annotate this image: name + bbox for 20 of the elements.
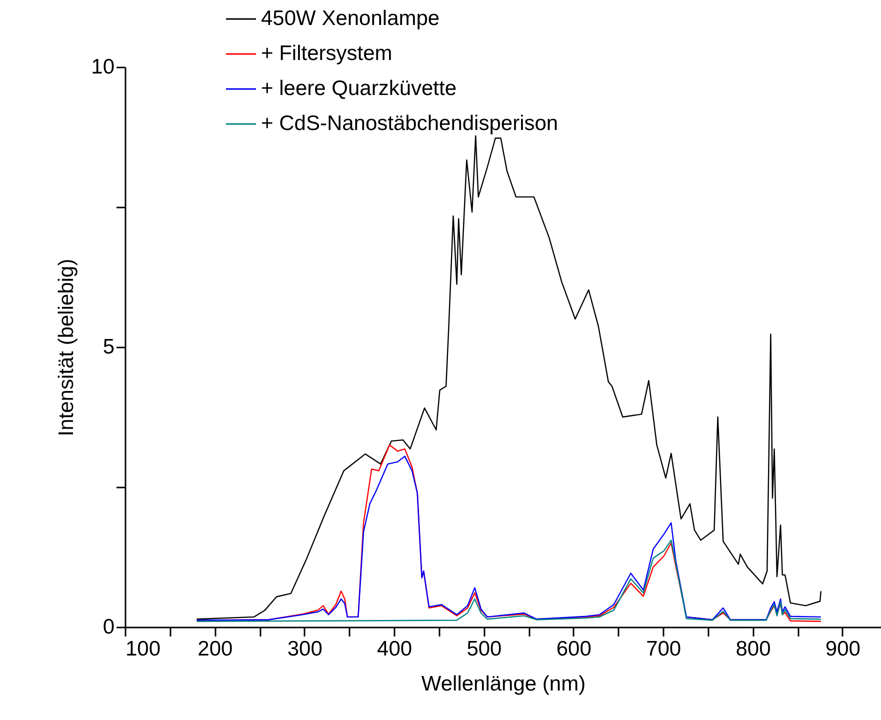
y-axis-title: Intensität (beliebig) [55, 258, 78, 436]
x-tick-label: 800 [736, 638, 771, 660]
legend-label: + CdS-Nanostäbchendisperison [261, 112, 558, 135]
y-tick-label: 10 [91, 56, 114, 78]
y-tick-label: 0 [102, 616, 114, 638]
x-tick-label: 200 [198, 638, 233, 660]
x-tick-label: 400 [377, 638, 412, 660]
x-tick-label: 100 [126, 638, 161, 660]
line-series [196, 540, 822, 622]
y-tick-label: 5 [102, 336, 114, 358]
x-tick-label: 600 [556, 638, 592, 660]
legend-label: + leere Quarzküvette [261, 77, 457, 100]
x-tick-label: 900 [825, 638, 860, 660]
x-tick-label: 700 [646, 638, 682, 660]
legend-label: + Filtersystem [261, 42, 392, 65]
x-axis-title: Wellenlänge (nm) [421, 672, 586, 696]
legend-label: 450W Xenonlampe [261, 7, 440, 30]
x-tick-label: 500 [466, 638, 502, 660]
x-tick-label: 300 [287, 638, 322, 660]
line-series [196, 135, 822, 620]
